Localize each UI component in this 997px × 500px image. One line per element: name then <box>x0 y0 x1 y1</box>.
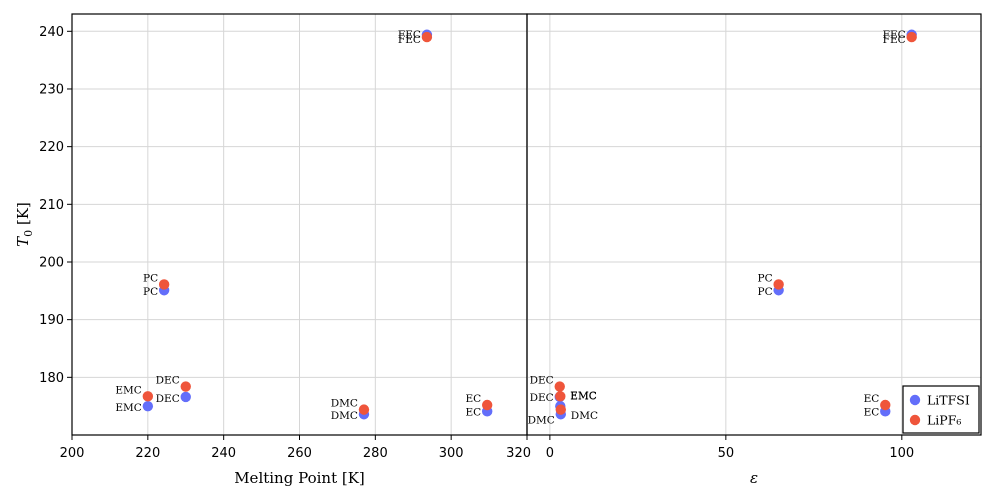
data-point <box>358 404 370 415</box>
y-tick-label: 230 <box>39 82 64 97</box>
legend-marker <box>909 414 921 426</box>
x-tick-label: 0 <box>546 446 554 461</box>
y-tick-label: 180 <box>39 371 64 386</box>
x-tick-label: 240 <box>211 446 236 461</box>
x-tick-label: 220 <box>135 446 160 461</box>
point-label: FEC <box>883 34 906 46</box>
point-label: PC <box>143 272 158 284</box>
point-label: FEC <box>883 29 906 41</box>
x-tick-label: 50 <box>718 446 735 461</box>
point-label: DMC <box>528 415 555 427</box>
x-tick-label: 300 <box>439 446 464 461</box>
x-tick-label: 200 <box>60 446 85 461</box>
legend-marker <box>909 394 921 406</box>
legend-label: LiTFSI <box>927 393 970 408</box>
data-point <box>906 31 917 43</box>
data-point <box>421 31 433 43</box>
point-label: DEC <box>530 392 554 404</box>
point-label: DMC <box>331 410 358 422</box>
x-axis-label: Melting Point [K] <box>234 469 365 487</box>
data-point <box>158 279 170 290</box>
data-point <box>773 279 784 290</box>
point-label: FEC <box>398 34 421 46</box>
data-point <box>180 391 191 403</box>
point-label: DEC <box>156 393 180 405</box>
point-label: EMC <box>570 390 596 402</box>
legend: LiTFSI LiPF₆ <box>902 385 980 434</box>
x-tick-label: 260 <box>287 446 312 461</box>
point-label: EC <box>864 393 880 405</box>
data-point <box>180 381 191 392</box>
point-label: DEC <box>530 375 554 387</box>
point-label: DEC <box>156 375 180 387</box>
x-tick-label: 320 <box>506 446 531 461</box>
point-label: PC <box>143 286 158 298</box>
point-label: DMC <box>331 398 358 410</box>
data-point <box>142 400 154 412</box>
data-point <box>481 399 493 411</box>
data-point <box>555 404 566 415</box>
data-point <box>554 381 565 392</box>
point-label: EMC <box>570 390 596 402</box>
data-point <box>555 391 566 402</box>
legend-label: LiPF₆ <box>927 413 961 428</box>
x-tick-label: 280 <box>363 446 388 461</box>
x-axis-label: ε <box>750 469 758 487</box>
legend-box <box>902 385 980 434</box>
data-point <box>142 391 154 402</box>
y-tick-label: 240 <box>39 25 64 40</box>
y-tick-label: 210 <box>39 198 64 213</box>
point-label: FEC <box>398 29 421 41</box>
point-label: EMC <box>115 402 141 414</box>
point-label: EMC <box>115 384 141 396</box>
data-point <box>880 399 891 411</box>
x-tick-label: 100 <box>889 446 914 461</box>
point-label: PC <box>758 286 773 298</box>
point-label: EC <box>864 406 880 418</box>
left-panel: 200 220 240 260 280 300 320 180 190 200 210 220 230 2… <box>14 13 531 487</box>
y-tick-label: 190 <box>39 313 64 328</box>
y-tick-label: 220 <box>39 140 64 155</box>
point-label: PC <box>758 272 773 284</box>
y-axis-label: T0 [K] <box>14 202 35 247</box>
plot-frame <box>526 13 982 436</box>
y-tick-label: 200 <box>39 255 64 270</box>
point-label: EC <box>465 406 481 418</box>
point-label: DMC <box>571 410 598 422</box>
point-label: EC <box>465 393 481 405</box>
